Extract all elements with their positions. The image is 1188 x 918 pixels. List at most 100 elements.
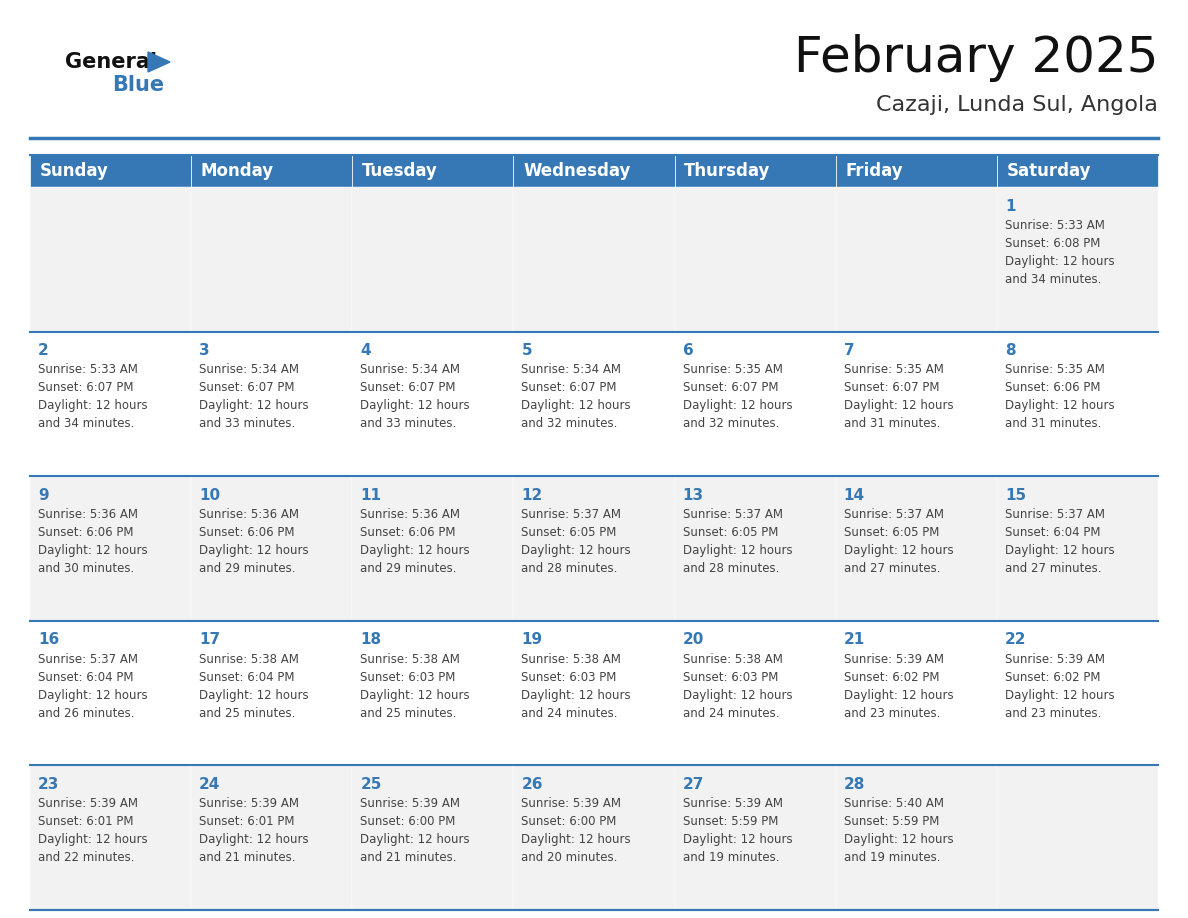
Bar [191, 331, 353, 476]
Polygon shape [148, 52, 170, 72]
Bar [513, 187, 675, 331]
Bar [513, 766, 675, 910]
Bar [30, 766, 191, 910]
Bar [997, 187, 1158, 331]
Text: Sunrise: 5:39 AM
Sunset: 6:00 PM
Daylight: 12 hours
and 20 minutes.: Sunrise: 5:39 AM Sunset: 6:00 PM Dayligh… [522, 797, 631, 864]
Text: Sunrise: 5:39 AM
Sunset: 6:02 PM
Daylight: 12 hours
and 23 minutes.: Sunrise: 5:39 AM Sunset: 6:02 PM Dayligh… [1005, 653, 1114, 720]
Text: 18: 18 [360, 633, 381, 647]
Bar [835, 476, 997, 621]
Text: 27: 27 [683, 777, 704, 792]
Bar [513, 155, 675, 187]
Text: 20: 20 [683, 633, 704, 647]
Bar [997, 766, 1158, 910]
Bar [997, 621, 1158, 766]
Bar [191, 187, 353, 331]
Text: Tuesday: Tuesday [362, 162, 438, 180]
Text: Sunrise: 5:37 AM
Sunset: 6:05 PM
Daylight: 12 hours
and 28 minutes.: Sunrise: 5:37 AM Sunset: 6:05 PM Dayligh… [683, 508, 792, 575]
Text: 15: 15 [1005, 487, 1026, 503]
Text: Sunday: Sunday [39, 162, 108, 180]
Text: Sunrise: 5:35 AM
Sunset: 6:07 PM
Daylight: 12 hours
and 32 minutes.: Sunrise: 5:35 AM Sunset: 6:07 PM Dayligh… [683, 364, 792, 431]
Text: 9: 9 [38, 487, 49, 503]
Text: Monday: Monday [201, 162, 274, 180]
Text: 4: 4 [360, 343, 371, 358]
Text: Sunrise: 5:38 AM
Sunset: 6:03 PM
Daylight: 12 hours
and 24 minutes.: Sunrise: 5:38 AM Sunset: 6:03 PM Dayligh… [683, 653, 792, 720]
Text: Sunrise: 5:37 AM
Sunset: 6:05 PM
Daylight: 12 hours
and 28 minutes.: Sunrise: 5:37 AM Sunset: 6:05 PM Dayligh… [522, 508, 631, 575]
Text: Friday: Friday [846, 162, 903, 180]
Text: 16: 16 [38, 633, 59, 647]
Bar [191, 766, 353, 910]
Text: February 2025: February 2025 [794, 34, 1158, 82]
Text: Sunrise: 5:38 AM
Sunset: 6:04 PM
Daylight: 12 hours
and 25 minutes.: Sunrise: 5:38 AM Sunset: 6:04 PM Dayligh… [200, 653, 309, 720]
Bar [835, 766, 997, 910]
Text: Sunrise: 5:39 AM
Sunset: 6:00 PM
Daylight: 12 hours
and 21 minutes.: Sunrise: 5:39 AM Sunset: 6:00 PM Dayligh… [360, 797, 470, 864]
Bar [353, 155, 513, 187]
Bar [30, 187, 191, 331]
Text: Sunrise: 5:35 AM
Sunset: 6:07 PM
Daylight: 12 hours
and 31 minutes.: Sunrise: 5:35 AM Sunset: 6:07 PM Dayligh… [843, 364, 954, 431]
Text: Sunrise: 5:37 AM
Sunset: 6:04 PM
Daylight: 12 hours
and 27 minutes.: Sunrise: 5:37 AM Sunset: 6:04 PM Dayligh… [1005, 508, 1114, 575]
Text: 28: 28 [843, 777, 865, 792]
Bar [997, 476, 1158, 621]
Bar [191, 621, 353, 766]
Text: Thursday: Thursday [684, 162, 771, 180]
Bar [675, 187, 835, 331]
Text: Cazaji, Lunda Sul, Angola: Cazaji, Lunda Sul, Angola [876, 95, 1158, 115]
Bar [513, 331, 675, 476]
Bar [30, 476, 191, 621]
Text: Sunrise: 5:34 AM
Sunset: 6:07 PM
Daylight: 12 hours
and 33 minutes.: Sunrise: 5:34 AM Sunset: 6:07 PM Dayligh… [200, 364, 309, 431]
Text: Sunrise: 5:38 AM
Sunset: 6:03 PM
Daylight: 12 hours
and 24 minutes.: Sunrise: 5:38 AM Sunset: 6:03 PM Dayligh… [522, 653, 631, 720]
Bar [675, 155, 835, 187]
Text: Sunrise: 5:33 AM
Sunset: 6:08 PM
Daylight: 12 hours
and 34 minutes.: Sunrise: 5:33 AM Sunset: 6:08 PM Dayligh… [1005, 218, 1114, 285]
Bar [353, 187, 513, 331]
Bar [513, 621, 675, 766]
Text: 25: 25 [360, 777, 381, 792]
Bar [513, 476, 675, 621]
Text: 6: 6 [683, 343, 694, 358]
Bar [997, 155, 1158, 187]
Text: 26: 26 [522, 777, 543, 792]
Text: Sunrise: 5:38 AM
Sunset: 6:03 PM
Daylight: 12 hours
and 25 minutes.: Sunrise: 5:38 AM Sunset: 6:03 PM Dayligh… [360, 653, 470, 720]
Bar [997, 331, 1158, 476]
Text: 12: 12 [522, 487, 543, 503]
Bar [835, 621, 997, 766]
Bar [675, 766, 835, 910]
Bar [353, 476, 513, 621]
Text: 8: 8 [1005, 343, 1016, 358]
Text: Sunrise: 5:36 AM
Sunset: 6:06 PM
Daylight: 12 hours
and 29 minutes.: Sunrise: 5:36 AM Sunset: 6:06 PM Dayligh… [360, 508, 470, 575]
Text: 19: 19 [522, 633, 543, 647]
Text: 1: 1 [1005, 198, 1016, 214]
Bar [191, 476, 353, 621]
Bar [191, 155, 353, 187]
Bar [835, 187, 997, 331]
Bar [835, 155, 997, 187]
Bar [30, 621, 191, 766]
Text: 5: 5 [522, 343, 532, 358]
Text: Saturday: Saturday [1006, 162, 1091, 180]
Text: Sunrise: 5:36 AM
Sunset: 6:06 PM
Daylight: 12 hours
and 30 minutes.: Sunrise: 5:36 AM Sunset: 6:06 PM Dayligh… [38, 508, 147, 575]
Text: Sunrise: 5:39 AM
Sunset: 6:01 PM
Daylight: 12 hours
and 22 minutes.: Sunrise: 5:39 AM Sunset: 6:01 PM Dayligh… [38, 797, 147, 864]
Text: 17: 17 [200, 633, 220, 647]
Text: 11: 11 [360, 487, 381, 503]
Text: Sunrise: 5:36 AM
Sunset: 6:06 PM
Daylight: 12 hours
and 29 minutes.: Sunrise: 5:36 AM Sunset: 6:06 PM Dayligh… [200, 508, 309, 575]
Text: 21: 21 [843, 633, 865, 647]
Bar [353, 621, 513, 766]
Bar [835, 331, 997, 476]
Text: 2: 2 [38, 343, 49, 358]
Text: Sunrise: 5:33 AM
Sunset: 6:07 PM
Daylight: 12 hours
and 34 minutes.: Sunrise: 5:33 AM Sunset: 6:07 PM Dayligh… [38, 364, 147, 431]
Text: 7: 7 [843, 343, 854, 358]
Bar [30, 155, 191, 187]
Text: Sunrise: 5:37 AM
Sunset: 6:04 PM
Daylight: 12 hours
and 26 minutes.: Sunrise: 5:37 AM Sunset: 6:04 PM Dayligh… [38, 653, 147, 720]
Text: Sunrise: 5:39 AM
Sunset: 6:01 PM
Daylight: 12 hours
and 21 minutes.: Sunrise: 5:39 AM Sunset: 6:01 PM Dayligh… [200, 797, 309, 864]
Text: 3: 3 [200, 343, 210, 358]
Text: Blue: Blue [112, 75, 164, 95]
Text: 13: 13 [683, 487, 703, 503]
Bar [353, 766, 513, 910]
Text: Sunrise: 5:39 AM
Sunset: 6:02 PM
Daylight: 12 hours
and 23 minutes.: Sunrise: 5:39 AM Sunset: 6:02 PM Dayligh… [843, 653, 954, 720]
Text: Wednesday: Wednesday [523, 162, 631, 180]
Text: 14: 14 [843, 487, 865, 503]
Text: 23: 23 [38, 777, 59, 792]
Text: Sunrise: 5:34 AM
Sunset: 6:07 PM
Daylight: 12 hours
and 33 minutes.: Sunrise: 5:34 AM Sunset: 6:07 PM Dayligh… [360, 364, 470, 431]
Bar [675, 476, 835, 621]
Text: General: General [65, 52, 157, 72]
Bar [353, 331, 513, 476]
Text: Sunrise: 5:40 AM
Sunset: 5:59 PM
Daylight: 12 hours
and 19 minutes.: Sunrise: 5:40 AM Sunset: 5:59 PM Dayligh… [843, 797, 954, 864]
